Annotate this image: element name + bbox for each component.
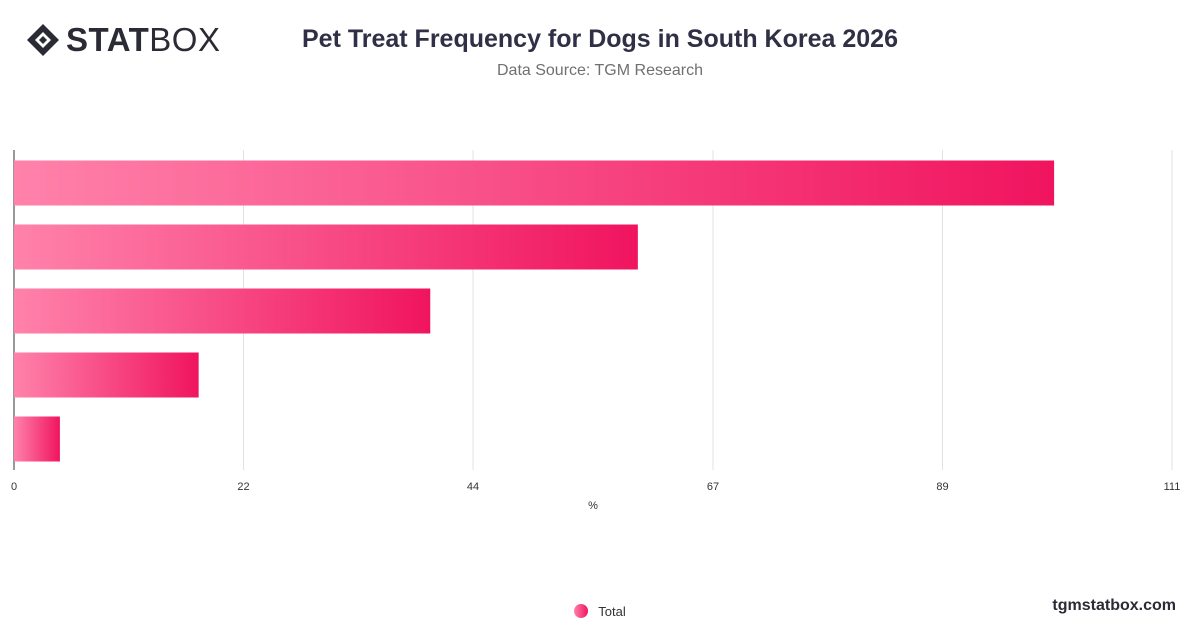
legend[interactable]: Total bbox=[0, 602, 1200, 620]
statbox-logo: STATBOX bbox=[26, 22, 220, 58]
x-tick-label: 22 bbox=[237, 481, 249, 493]
logo-wordmark-bold: STAT bbox=[66, 21, 150, 58]
bar[interactable] bbox=[14, 416, 60, 462]
brand-footer: tgmstatbox.com bbox=[1052, 597, 1176, 614]
chart-subtitle: Data Source: TGM Research bbox=[496, 62, 703, 79]
chart-title: Pet Treat Frequency for Dogs in South Ko… bbox=[302, 25, 898, 53]
x-axis-label: % bbox=[588, 500, 598, 512]
bar[interactable] bbox=[14, 160, 1055, 206]
legend-swatch bbox=[574, 604, 589, 618]
x-tick-label: 0 bbox=[11, 481, 17, 493]
x-tick-label: 67 bbox=[707, 481, 719, 493]
diamond-logo-icon bbox=[27, 24, 59, 56]
bar[interactable] bbox=[14, 288, 431, 334]
x-tick-label: 89 bbox=[936, 481, 948, 493]
x-tick-label: 44 bbox=[467, 481, 479, 493]
bar[interactable] bbox=[14, 224, 638, 270]
bar[interactable] bbox=[14, 352, 199, 398]
x-tick-label: 111 bbox=[1164, 481, 1181, 493]
legend-label: Total bbox=[598, 603, 626, 619]
logo-wordmark: STATBOX bbox=[66, 22, 220, 58]
logo-wordmark-light: BOX bbox=[149, 21, 221, 58]
